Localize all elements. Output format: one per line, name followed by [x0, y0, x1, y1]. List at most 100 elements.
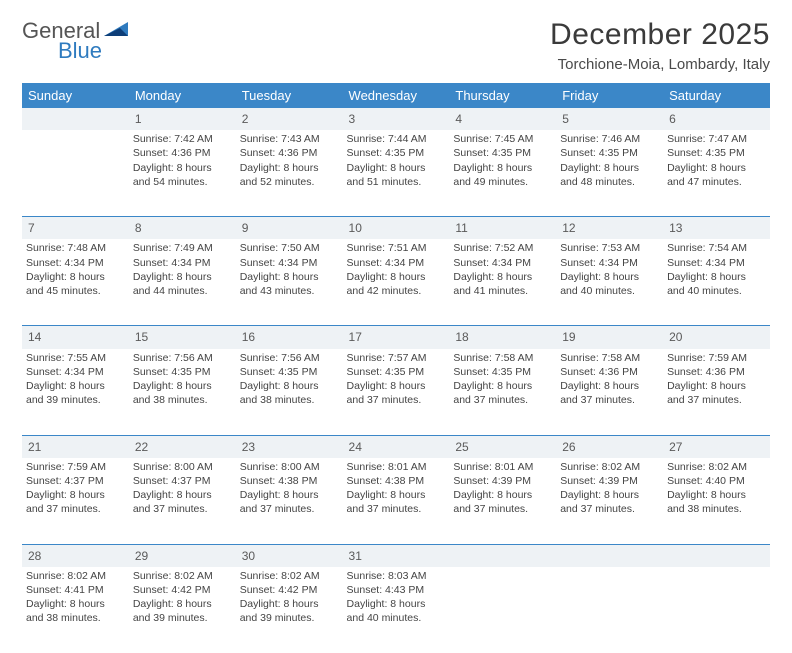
sunrise-line: Sunrise: 7:43 AM [240, 132, 339, 146]
sunset-line: Sunset: 4:34 PM [133, 256, 232, 270]
sunset-line: Sunset: 4:43 PM [347, 583, 446, 597]
sunset-line: Sunset: 4:34 PM [26, 256, 125, 270]
daylight-line: Daylight: 8 hours and 41 minutes. [453, 270, 552, 298]
daylight-line: Daylight: 8 hours and 40 minutes. [560, 270, 659, 298]
sunrise-line: Sunrise: 8:02 AM [26, 569, 125, 583]
daylight-line: Daylight: 8 hours and 47 minutes. [667, 161, 766, 189]
day-number: 25 [449, 435, 556, 458]
day-cell: Sunrise: 8:01 AMSunset: 4:39 PMDaylight:… [449, 458, 556, 544]
sunset-line: Sunset: 4:37 PM [26, 474, 125, 488]
col-saturday: Saturday [663, 83, 770, 108]
location-text: Torchione-Moia, Lombardy, Italy [550, 56, 770, 73]
sunrise-line: Sunrise: 7:45 AM [453, 132, 552, 146]
day-number: 31 [343, 544, 450, 567]
sunset-line: Sunset: 4:35 PM [347, 365, 446, 379]
daylight-line: Daylight: 8 hours and 43 minutes. [240, 270, 339, 298]
daylight-line: Daylight: 8 hours and 37 minutes. [667, 379, 766, 407]
sunset-line: Sunset: 4:34 PM [560, 256, 659, 270]
daylight-line: Daylight: 8 hours and 39 minutes. [26, 379, 125, 407]
day-number: 6 [663, 108, 770, 130]
day-number: 24 [343, 435, 450, 458]
sunrise-line: Sunrise: 7:52 AM [453, 241, 552, 255]
day-cell: Sunrise: 7:55 AMSunset: 4:34 PMDaylight:… [22, 349, 129, 435]
sunset-line: Sunset: 4:36 PM [667, 365, 766, 379]
logo: General Blue [22, 18, 130, 64]
daylight-line: Daylight: 8 hours and 37 minutes. [453, 379, 552, 407]
day-number: 26 [556, 435, 663, 458]
col-friday: Friday [556, 83, 663, 108]
daylight-line: Daylight: 8 hours and 45 minutes. [26, 270, 125, 298]
col-thursday: Thursday [449, 83, 556, 108]
sunrise-line: Sunrise: 7:58 AM [560, 351, 659, 365]
day-number: 20 [663, 326, 770, 349]
sunset-line: Sunset: 4:35 PM [240, 365, 339, 379]
daylight-line: Daylight: 8 hours and 42 minutes. [347, 270, 446, 298]
day-cell: Sunrise: 7:59 AMSunset: 4:36 PMDaylight:… [663, 349, 770, 435]
sunrise-line: Sunrise: 7:55 AM [26, 351, 125, 365]
sunrise-line: Sunrise: 7:42 AM [133, 132, 232, 146]
sunset-line: Sunset: 4:36 PM [133, 146, 232, 160]
day-cell: Sunrise: 7:52 AMSunset: 4:34 PMDaylight:… [449, 239, 556, 325]
day-cell: Sunrise: 8:02 AMSunset: 4:41 PMDaylight:… [22, 567, 129, 653]
daylight-line: Daylight: 8 hours and 37 minutes. [347, 379, 446, 407]
day-number: 14 [22, 326, 129, 349]
sunset-line: Sunset: 4:35 PM [453, 365, 552, 379]
sunset-line: Sunset: 4:34 PM [453, 256, 552, 270]
day-cell: Sunrise: 7:46 AMSunset: 4:35 PMDaylight:… [556, 130, 663, 216]
day-cell: Sunrise: 7:44 AMSunset: 4:35 PMDaylight:… [343, 130, 450, 216]
daynum-row: 78910111213 [22, 217, 770, 240]
day-cell: Sunrise: 8:01 AMSunset: 4:38 PMDaylight:… [343, 458, 450, 544]
day-cell: Sunrise: 7:50 AMSunset: 4:34 PMDaylight:… [236, 239, 343, 325]
day-number [663, 544, 770, 567]
day-number [449, 544, 556, 567]
day-number: 28 [22, 544, 129, 567]
sunset-line: Sunset: 4:36 PM [240, 146, 339, 160]
sunrise-line: Sunrise: 8:03 AM [347, 569, 446, 583]
day-cell: Sunrise: 7:54 AMSunset: 4:34 PMDaylight:… [663, 239, 770, 325]
day-number: 18 [449, 326, 556, 349]
day-cell: Sunrise: 8:03 AMSunset: 4:43 PMDaylight:… [343, 567, 450, 653]
sunrise-line: Sunrise: 7:50 AM [240, 241, 339, 255]
day-number: 15 [129, 326, 236, 349]
daynum-row: 123456 [22, 108, 770, 130]
daylight-line: Daylight: 8 hours and 40 minutes. [347, 597, 446, 625]
day-number: 30 [236, 544, 343, 567]
day-number: 27 [663, 435, 770, 458]
sunrise-line: Sunrise: 7:48 AM [26, 241, 125, 255]
sunrise-line: Sunrise: 7:57 AM [347, 351, 446, 365]
day-number: 17 [343, 326, 450, 349]
week-row: Sunrise: 7:42 AMSunset: 4:36 PMDaylight:… [22, 130, 770, 216]
daylight-line: Daylight: 8 hours and 37 minutes. [240, 488, 339, 516]
day-cell: Sunrise: 8:02 AMSunset: 4:40 PMDaylight:… [663, 458, 770, 544]
sunrise-line: Sunrise: 7:54 AM [667, 241, 766, 255]
day-number: 29 [129, 544, 236, 567]
day-number: 10 [343, 217, 450, 240]
calendar-table: Sunday Monday Tuesday Wednesday Thursday… [22, 83, 770, 653]
sunrise-line: Sunrise: 8:02 AM [560, 460, 659, 474]
sunrise-line: Sunrise: 7:59 AM [26, 460, 125, 474]
daylight-line: Daylight: 8 hours and 48 minutes. [560, 161, 659, 189]
logo-triangle-icon [104, 20, 130, 43]
day-number: 7 [22, 217, 129, 240]
day-cell: Sunrise: 7:51 AMSunset: 4:34 PMDaylight:… [343, 239, 450, 325]
sunrise-line: Sunrise: 7:44 AM [347, 132, 446, 146]
daynum-row: 28293031 [22, 544, 770, 567]
daynum-row: 14151617181920 [22, 326, 770, 349]
daylight-line: Daylight: 8 hours and 38 minutes. [667, 488, 766, 516]
sunset-line: Sunset: 4:35 PM [667, 146, 766, 160]
day-number: 21 [22, 435, 129, 458]
day-cell: Sunrise: 7:45 AMSunset: 4:35 PMDaylight:… [449, 130, 556, 216]
day-number: 9 [236, 217, 343, 240]
day-cell [449, 567, 556, 653]
daylight-line: Daylight: 8 hours and 37 minutes. [133, 488, 232, 516]
sunrise-line: Sunrise: 7:46 AM [560, 132, 659, 146]
sunset-line: Sunset: 4:38 PM [240, 474, 339, 488]
weekday-header-row: Sunday Monday Tuesday Wednesday Thursday… [22, 83, 770, 108]
day-cell: Sunrise: 7:43 AMSunset: 4:36 PMDaylight:… [236, 130, 343, 216]
day-cell: Sunrise: 7:49 AMSunset: 4:34 PMDaylight:… [129, 239, 236, 325]
day-cell: Sunrise: 7:42 AMSunset: 4:36 PMDaylight:… [129, 130, 236, 216]
page-title: December 2025 [550, 18, 770, 52]
sunset-line: Sunset: 4:35 PM [133, 365, 232, 379]
daylight-line: Daylight: 8 hours and 38 minutes. [26, 597, 125, 625]
day-number: 12 [556, 217, 663, 240]
